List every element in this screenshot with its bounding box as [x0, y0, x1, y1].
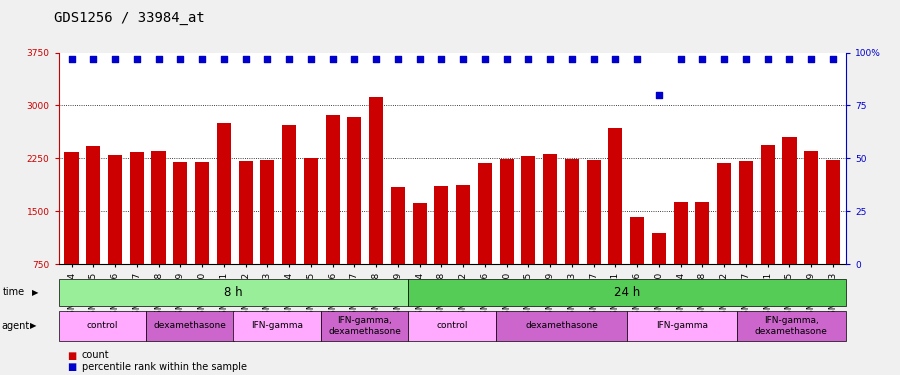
Bar [326, 116, 339, 264]
Point [760, 56, 775, 62]
Point [478, 56, 492, 62]
Point [347, 56, 362, 62]
Text: ▶: ▶ [32, 288, 39, 297]
Bar [717, 164, 731, 264]
Bar [587, 160, 600, 264]
Text: dexamethasone: dexamethasone [153, 321, 226, 330]
Text: IFN-gamma,
dexamethasone: IFN-gamma, dexamethasone [755, 316, 828, 336]
Text: GDS1256 / 33984_at: GDS1256 / 33984_at [54, 11, 205, 25]
Point [500, 56, 514, 62]
Text: IFN-gamma: IFN-gamma [251, 321, 303, 330]
Bar [521, 156, 535, 264]
Bar [391, 188, 405, 264]
Point [543, 56, 557, 62]
Bar [65, 152, 78, 264]
Text: time: time [3, 287, 25, 297]
Bar [260, 160, 274, 264]
Text: IFN-gamma,
dexamethasone: IFN-gamma, dexamethasone [328, 316, 401, 336]
Bar [238, 161, 253, 264]
Point [303, 56, 318, 62]
Bar [500, 159, 514, 264]
Point [564, 56, 579, 62]
Bar [174, 162, 187, 264]
Bar [217, 123, 231, 264]
Text: ■: ■ [68, 362, 76, 372]
Bar [696, 202, 709, 264]
Point [782, 56, 796, 62]
Text: ■: ■ [68, 351, 76, 360]
Point [673, 56, 688, 62]
Bar [86, 146, 101, 264]
Bar [673, 202, 688, 264]
Point [456, 56, 471, 62]
Point [369, 56, 383, 62]
Bar [826, 160, 840, 264]
Point [695, 56, 709, 62]
Text: count: count [82, 351, 110, 360]
Bar [608, 128, 623, 264]
Bar [652, 232, 666, 264]
Point [521, 56, 535, 62]
Bar [565, 159, 579, 264]
Point [195, 56, 210, 62]
Text: dexamethasone: dexamethasone [526, 321, 599, 330]
Text: control: control [86, 321, 118, 330]
Bar [435, 186, 448, 264]
Point [717, 56, 732, 62]
Bar [347, 117, 362, 264]
Point [587, 56, 601, 62]
Point [65, 56, 79, 62]
Point [652, 92, 666, 98]
Bar [478, 164, 492, 264]
Bar [108, 155, 122, 264]
Text: IFN-gamma: IFN-gamma [656, 321, 708, 330]
Point [130, 56, 144, 62]
Point [804, 56, 818, 62]
Text: percentile rank within the sample: percentile rank within the sample [82, 362, 247, 372]
Point [608, 56, 623, 62]
Bar [195, 162, 209, 264]
Bar [543, 154, 557, 264]
Point [260, 56, 274, 62]
Bar [456, 185, 470, 264]
Text: 8 h: 8 h [224, 286, 243, 298]
Bar [412, 203, 427, 264]
Bar [630, 217, 644, 264]
Bar [739, 161, 753, 264]
Point [151, 56, 166, 62]
Point [217, 56, 231, 62]
Bar [304, 158, 318, 264]
Point [326, 56, 340, 62]
Point [630, 56, 644, 62]
Point [412, 56, 427, 62]
Text: control: control [436, 321, 468, 330]
Bar [804, 151, 818, 264]
Bar [151, 151, 166, 264]
Text: agent: agent [1, 321, 29, 331]
Bar [760, 145, 775, 264]
Point [825, 56, 840, 62]
Text: 24 h: 24 h [614, 286, 641, 298]
Point [86, 56, 101, 62]
Bar [282, 125, 296, 264]
Bar [369, 97, 383, 264]
Point [739, 56, 753, 62]
Point [282, 56, 296, 62]
Text: ▶: ▶ [30, 321, 36, 330]
Point [108, 56, 122, 62]
Bar [130, 152, 144, 264]
Point [173, 56, 187, 62]
Point [391, 56, 405, 62]
Point [238, 56, 253, 62]
Point [434, 56, 448, 62]
Bar [782, 136, 796, 264]
